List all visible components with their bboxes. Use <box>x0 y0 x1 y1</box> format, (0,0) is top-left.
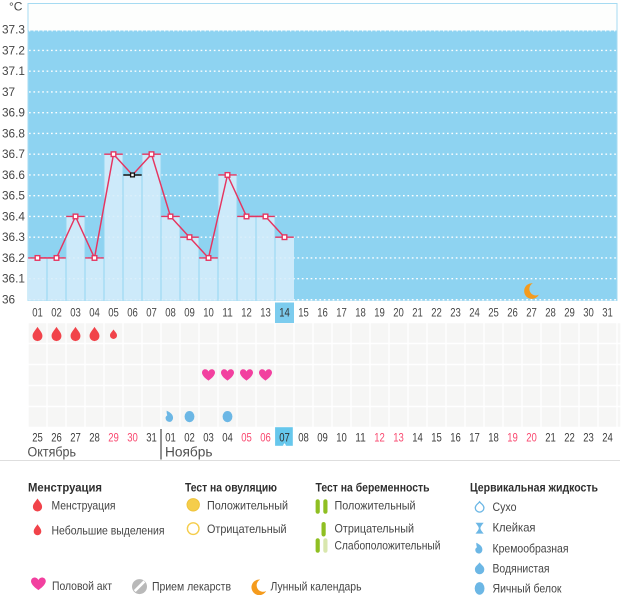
svg-text:06: 06 <box>127 306 138 320</box>
svg-text:37.1: 37.1 <box>2 64 25 78</box>
svg-text:05: 05 <box>241 431 252 445</box>
svg-text:Цервикальная жидкость: Цервикальная жидкость <box>470 481 598 495</box>
svg-text:01: 01 <box>165 431 176 445</box>
svg-text:18: 18 <box>488 431 499 445</box>
svg-text:13: 13 <box>393 431 404 445</box>
svg-text:26: 26 <box>51 431 62 445</box>
svg-text:Прием лекарств: Прием лекарств <box>152 580 231 594</box>
svg-text:Сухо: Сухо <box>493 500 517 514</box>
svg-text:20: 20 <box>393 306 404 320</box>
svg-text:25: 25 <box>32 431 43 445</box>
svg-text:27: 27 <box>526 306 537 320</box>
svg-text:06: 06 <box>260 431 271 445</box>
svg-text:22: 22 <box>564 431 575 445</box>
svg-text:15: 15 <box>431 431 442 445</box>
svg-text:Яичный белок: Яичный белок <box>493 582 563 596</box>
svg-text:Положительный: Положительный <box>335 499 416 513</box>
svg-text:31: 31 <box>146 431 157 445</box>
svg-text:02: 02 <box>51 306 62 320</box>
svg-text:Кремообразная: Кремообразная <box>493 542 569 556</box>
svg-text:37: 37 <box>2 85 15 99</box>
svg-text:36: 36 <box>2 292 16 306</box>
svg-text:Тест на овуляцию: Тест на овуляцию <box>185 481 277 495</box>
svg-text:29: 29 <box>564 306 575 320</box>
svg-text:12: 12 <box>241 306 252 320</box>
svg-text:03: 03 <box>203 431 214 445</box>
svg-text:37.2: 37.2 <box>2 43 25 57</box>
svg-text:24: 24 <box>469 306 480 320</box>
svg-text:04: 04 <box>222 431 233 445</box>
svg-text:25: 25 <box>488 306 499 320</box>
svg-text:28: 28 <box>545 306 556 320</box>
svg-text:02: 02 <box>184 431 195 445</box>
svg-text:36.1: 36.1 <box>2 272 25 286</box>
svg-text:07: 07 <box>279 431 290 445</box>
svg-text:37.3: 37.3 <box>2 23 25 37</box>
svg-text:Половой акт: Половой акт <box>52 579 112 593</box>
svg-text:10: 10 <box>336 431 347 445</box>
svg-text:27: 27 <box>70 431 81 445</box>
svg-text:Отрицательный: Отрицательный <box>207 522 287 536</box>
svg-text:Клейкая: Клейкая <box>493 521 536 535</box>
svg-text:Лунный календарь: Лунный календарь <box>271 580 362 594</box>
svg-text:11: 11 <box>222 306 233 320</box>
svg-text:Слабоположительный: Слабоположительный <box>335 539 441 553</box>
svg-text:01: 01 <box>32 306 43 320</box>
svg-text:16: 16 <box>450 431 461 445</box>
svg-text:17: 17 <box>469 431 480 445</box>
svg-text:20: 20 <box>526 431 537 445</box>
svg-text:15: 15 <box>298 306 309 320</box>
svg-text:Небольшие выделения: Небольшие выделения <box>52 524 165 538</box>
svg-text:36.6: 36.6 <box>2 168 25 182</box>
svg-text:Менструация: Менструация <box>52 499 116 513</box>
svg-text:Ноябрь: Ноябрь <box>165 445 213 460</box>
svg-text:24: 24 <box>602 431 613 445</box>
svg-text:28: 28 <box>89 431 100 445</box>
svg-text:Октябрь: Октябрь <box>28 445 77 460</box>
svg-text:16: 16 <box>317 306 328 320</box>
svg-text:08: 08 <box>165 306 176 320</box>
svg-text:31: 31 <box>602 306 613 320</box>
svg-text:26: 26 <box>507 306 518 320</box>
svg-text:36.9: 36.9 <box>2 106 25 120</box>
svg-text:Отрицательный: Отрицательный <box>335 522 415 536</box>
svg-text:04: 04 <box>89 306 100 320</box>
svg-text:07: 07 <box>146 306 157 320</box>
svg-text:12: 12 <box>374 431 385 445</box>
svg-text:36.2: 36.2 <box>2 251 25 265</box>
svg-text:21: 21 <box>412 306 423 320</box>
svg-text:21: 21 <box>545 431 556 445</box>
svg-text:13: 13 <box>260 306 271 320</box>
svg-text:19: 19 <box>374 306 385 320</box>
svg-text:08: 08 <box>298 431 309 445</box>
svg-text:05: 05 <box>108 306 119 320</box>
svg-text:36.4: 36.4 <box>2 209 25 223</box>
svg-text:17: 17 <box>336 306 347 320</box>
svg-text:30: 30 <box>583 306 594 320</box>
svg-text:36.7: 36.7 <box>2 147 25 161</box>
svg-text:Водянистая: Водянистая <box>493 562 550 576</box>
svg-text:Менструация: Менструация <box>28 481 102 495</box>
svg-text:Тест на беременность: Тест на беременность <box>316 481 430 495</box>
svg-text:09: 09 <box>317 431 328 445</box>
svg-text:°C: °C <box>9 0 23 14</box>
svg-text:14: 14 <box>279 306 290 320</box>
svg-text:19: 19 <box>507 431 518 445</box>
svg-text:Положительный: Положительный <box>207 499 288 513</box>
svg-text:30: 30 <box>127 431 138 445</box>
svg-text:11: 11 <box>355 431 366 445</box>
svg-text:36.3: 36.3 <box>2 230 25 244</box>
svg-text:22: 22 <box>431 306 442 320</box>
svg-text:23: 23 <box>450 306 461 320</box>
svg-text:36.5: 36.5 <box>2 189 25 203</box>
svg-text:09: 09 <box>184 306 195 320</box>
svg-text:29: 29 <box>108 431 119 445</box>
svg-text:10: 10 <box>203 306 214 320</box>
svg-text:36.8: 36.8 <box>2 126 25 140</box>
svg-text:14: 14 <box>412 431 423 445</box>
svg-text:18: 18 <box>355 306 366 320</box>
svg-text:23: 23 <box>583 431 594 445</box>
svg-text:03: 03 <box>70 306 81 320</box>
